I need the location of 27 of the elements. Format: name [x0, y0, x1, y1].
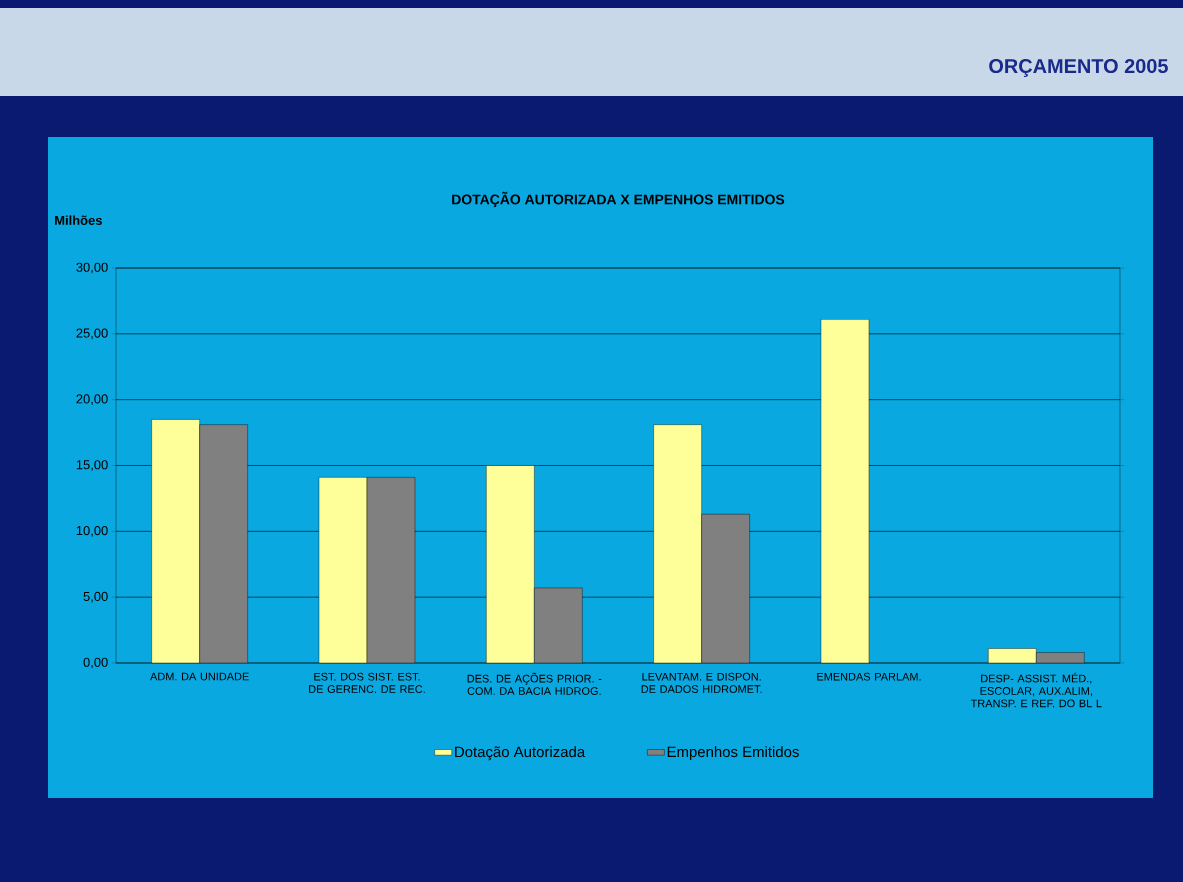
bar [701, 514, 750, 663]
x-tick-label: EMENDAS PARLAM. [817, 672, 921, 681]
y-tick-label: 30,00 [76, 262, 108, 274]
x-tick-label: DESP- ASSIST. MÉD., ESCOLAR, AUX.ALIM, TRANSP. E REF. DO BL L [970, 672, 1102, 708]
bar [820, 319, 870, 663]
bar [534, 587, 583, 663]
legend-label: Empenhos Emitidos [667, 746, 799, 761]
x-tick-label: ADM. DA UNIDADE [150, 672, 249, 681]
bar [199, 424, 248, 663]
text: ORÇAMENTO 2005 [989, 58, 1168, 78]
y-tick-label: 15,00 [76, 460, 108, 471]
chart-title: DOTAÇÃO AUTORIZADA X EMPENHOS EMITIDOS [452, 191, 785, 208]
legend-label: Dotação Autorizada [455, 746, 586, 761]
x-tick-label: EST. DOS SIST. EST. DE GERENC. DE REC. [309, 672, 425, 693]
bar [366, 477, 416, 663]
y-tick-label: 10,00 [76, 525, 108, 537]
x-tick-label: DES. DE AÇÕES PRIOR. - COM. DA BACIA HIDROG. [467, 672, 602, 695]
y-tick-label: 25,00 [76, 328, 108, 340]
bar [151, 419, 200, 663]
y-tick-label: 5,00 [83, 591, 108, 603]
y-tick-label: 0,00 [83, 657, 108, 669]
y-tick-label: 20,00 [76, 394, 108, 406]
x-tick-label: LEVANTAM. E DISPON. DE DADOS HIDROMET. [641, 672, 762, 693]
bar [318, 477, 368, 663]
bar [653, 424, 702, 663]
bar [486, 465, 535, 663]
y-axis-title: Milhões [55, 215, 102, 225]
